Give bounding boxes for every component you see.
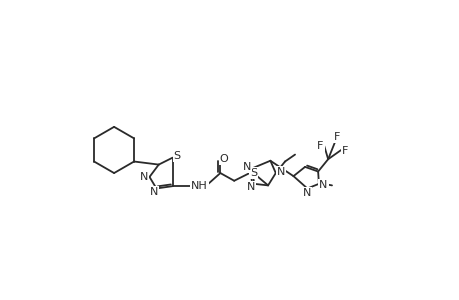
Text: O: O — [219, 154, 228, 164]
Text: F: F — [317, 141, 323, 151]
Text: F: F — [334, 132, 340, 142]
Text: N: N — [319, 180, 327, 190]
Text: F: F — [341, 146, 347, 157]
Text: N: N — [140, 172, 148, 182]
Text: S: S — [249, 168, 257, 178]
Text: N: N — [302, 188, 310, 198]
Text: NH: NH — [191, 181, 207, 191]
Text: S: S — [174, 151, 180, 161]
Text: N: N — [243, 162, 251, 172]
Text: N: N — [276, 167, 285, 177]
Text: N: N — [150, 187, 158, 197]
Text: N: N — [246, 182, 255, 192]
